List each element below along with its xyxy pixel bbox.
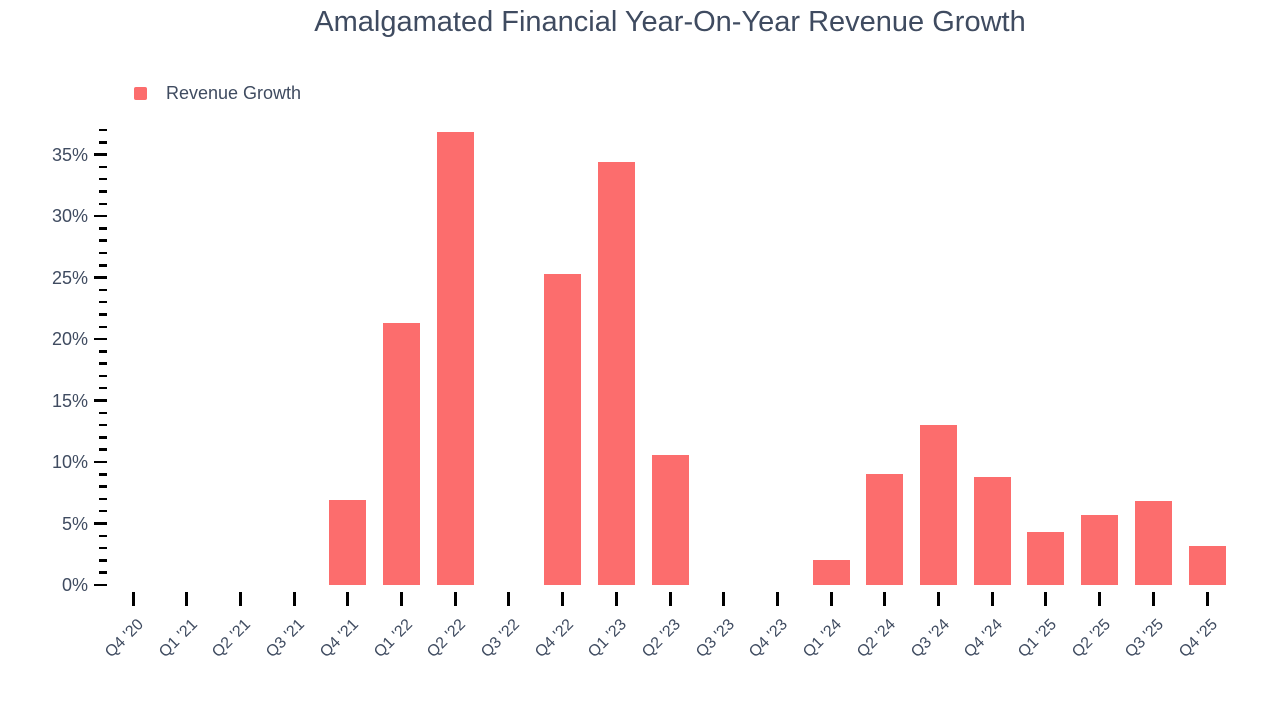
x-axis-tick-label: Q1 '22 <box>370 616 416 662</box>
x-axis-tick <box>614 592 618 606</box>
x-axis-tick <box>561 592 565 606</box>
y-axis-tick-label: 30% <box>51 206 88 227</box>
x-axis-tick <box>1205 592 1209 606</box>
y-axis-tick-label: 0% <box>61 575 88 595</box>
x-axis-tick <box>668 592 672 606</box>
x-axis-tick <box>937 592 940 606</box>
x-axis-tick <box>829 592 833 606</box>
x-axis-tick <box>238 592 242 606</box>
y-axis-minor-tick <box>99 485 107 488</box>
x-axis-tick <box>453 592 457 606</box>
x-axis-tick <box>1151 592 1155 606</box>
x-axis-tick <box>1098 592 1102 606</box>
y-axis-minor-tick <box>99 559 107 562</box>
y-axis-minor-tick <box>99 534 107 538</box>
y-axis-minor-tick <box>99 202 107 206</box>
bar[interactable] <box>1134 501 1172 585</box>
y-axis-major-tick <box>94 214 107 218</box>
y-axis-tick-label: 25% <box>51 267 88 288</box>
y-axis-minor-tick <box>99 325 107 328</box>
y-axis-minor-tick <box>99 141 107 144</box>
y-axis-minor-tick <box>99 300 107 304</box>
bar[interactable] <box>651 454 689 585</box>
x-axis-tick <box>507 592 511 606</box>
x-axis-tick <box>990 592 994 606</box>
x-axis-tick <box>722 592 726 606</box>
y-axis-major-tick <box>94 522 107 525</box>
y-axis-minor-tick <box>99 350 107 353</box>
bar[interactable] <box>920 425 957 585</box>
x-axis-tick-label: Q2 '25 <box>1068 616 1114 662</box>
legend-label: Revenue Growth <box>166 83 302 103</box>
y-axis-minor-tick <box>99 423 107 427</box>
x-axis-tick <box>185 592 189 606</box>
legend-item-revenue-growth[interactable]: Revenue Growth <box>134 83 301 104</box>
x-axis-tick <box>1044 592 1048 606</box>
y-axis-minor-tick <box>99 313 107 316</box>
x-axis-tick-label: Q4 '20 <box>102 616 148 662</box>
y-axis-minor-tick <box>99 264 107 267</box>
x-axis-tick-label: Q3 '24 <box>907 616 953 662</box>
x-axis-tick-label: Q4 '23 <box>746 616 792 662</box>
bar[interactable] <box>544 273 582 585</box>
y-axis-minor-tick <box>99 473 107 476</box>
x-axis-tick-label: Q3 '25 <box>1122 616 1168 662</box>
bar[interactable] <box>973 476 1011 585</box>
bar[interactable] <box>1027 532 1065 585</box>
y-axis-tick-label: 35% <box>51 144 88 165</box>
y-axis-minor-tick <box>99 546 107 550</box>
y-axis-minor-tick <box>99 227 107 230</box>
x-axis-tick-label: Q2 '21 <box>209 616 255 662</box>
y-axis-minor-tick <box>99 190 107 193</box>
x-axis-tick <box>292 592 296 606</box>
y-axis-tick-label: 5% <box>61 513 88 534</box>
y-axis-minor-tick <box>99 448 107 451</box>
x-axis-tick-label: Q4 '24 <box>961 616 1007 662</box>
x-axis-tick <box>883 592 887 606</box>
y-axis-minor-tick <box>99 411 107 415</box>
y-axis-tick-label: 15% <box>51 390 88 411</box>
y-axis-tick-label: 20% <box>51 329 88 350</box>
legend-swatch <box>134 87 147 100</box>
y-axis-major-tick <box>94 583 107 587</box>
y-axis-minor-tick <box>99 128 107 132</box>
bar[interactable] <box>812 560 850 585</box>
x-axis-tick <box>346 592 350 606</box>
y-axis-minor-tick <box>99 386 107 390</box>
y-axis-minor-tick <box>99 288 107 292</box>
y-axis-minor-tick <box>99 362 107 365</box>
x-axis-tick <box>131 592 135 606</box>
y-axis-minor-tick <box>99 374 107 378</box>
y-axis-major-tick <box>94 276 107 279</box>
x-axis-tick <box>400 592 403 606</box>
bar[interactable] <box>329 500 367 585</box>
bar[interactable] <box>1188 545 1226 585</box>
x-axis-tick-label: Q1 '23 <box>585 616 631 662</box>
y-axis-minor-tick <box>99 251 107 255</box>
bar[interactable] <box>866 474 904 585</box>
y-axis-minor-tick <box>99 165 107 169</box>
y-axis-minor-tick <box>99 509 107 513</box>
x-axis-tick-label: Q4 '22 <box>531 616 577 662</box>
y-axis-minor-tick <box>99 239 107 242</box>
bar[interactable] <box>1081 514 1119 585</box>
y-axis-major-tick <box>94 460 107 464</box>
bar[interactable] <box>383 323 420 585</box>
y-axis-major-tick <box>94 399 107 402</box>
x-axis-tick-label: Q2 '22 <box>424 616 470 662</box>
y-axis-tick-label: 10% <box>51 452 88 473</box>
bar[interactable] <box>436 132 474 585</box>
y-axis-minor-tick <box>99 436 107 439</box>
y-axis-minor-tick <box>99 571 107 574</box>
x-axis-tick <box>775 592 779 606</box>
y-axis-major-tick <box>94 337 107 341</box>
y-axis-major-tick <box>94 153 107 156</box>
bar[interactable] <box>597 161 635 585</box>
chart-title: Amalgamated Financial Year-On-Year Reven… <box>314 6 1026 38</box>
y-axis-minor-tick <box>99 177 107 181</box>
y-axis-minor-tick <box>99 497 107 501</box>
